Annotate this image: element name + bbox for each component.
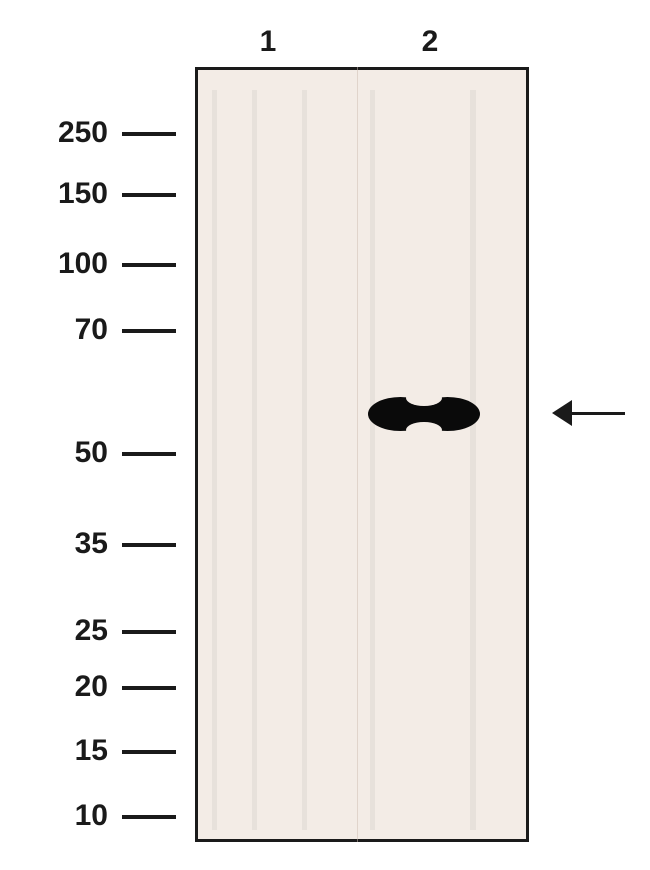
- mw-tick-25: [122, 630, 176, 634]
- mw-tick-35: [122, 543, 176, 547]
- smudge-4: [370, 90, 375, 830]
- mw-tick-20: [122, 686, 176, 690]
- mw-label-100: 100: [58, 247, 108, 281]
- band-1-waist: [407, 406, 441, 422]
- mw-label-25: 25: [75, 614, 108, 648]
- lane-label-2: 2: [410, 25, 450, 59]
- mw-tick-10: [122, 815, 176, 819]
- lane-divider-1: [357, 67, 358, 842]
- smudge-1: [212, 90, 217, 830]
- mw-label-250: 250: [58, 116, 108, 150]
- mw-label-50: 50: [75, 436, 108, 470]
- mw-label-10: 10: [75, 799, 108, 833]
- smudge-3: [302, 90, 307, 830]
- mw-tick-100: [122, 263, 176, 267]
- mw-tick-250: [122, 132, 176, 136]
- mw-label-70: 70: [75, 313, 108, 347]
- mw-label-150: 150: [58, 177, 108, 211]
- mw-tick-70: [122, 329, 176, 333]
- mw-label-20: 20: [75, 670, 108, 704]
- smudge-5: [470, 90, 476, 830]
- smudge-2: [252, 90, 257, 830]
- mw-label-15: 15: [75, 734, 108, 768]
- lane-label-1: 1: [248, 25, 288, 59]
- mw-label-35: 35: [75, 527, 108, 561]
- mw-tick-15: [122, 750, 176, 754]
- band-1-notch-bottom: [406, 422, 442, 438]
- band-1-notch-top: [406, 390, 442, 406]
- mw-tick-150: [122, 193, 176, 197]
- target-arrow-head: [552, 400, 572, 426]
- target-arrow-shaft: [570, 412, 625, 415]
- mw-tick-50: [122, 452, 176, 456]
- blot-membrane: [195, 67, 529, 842]
